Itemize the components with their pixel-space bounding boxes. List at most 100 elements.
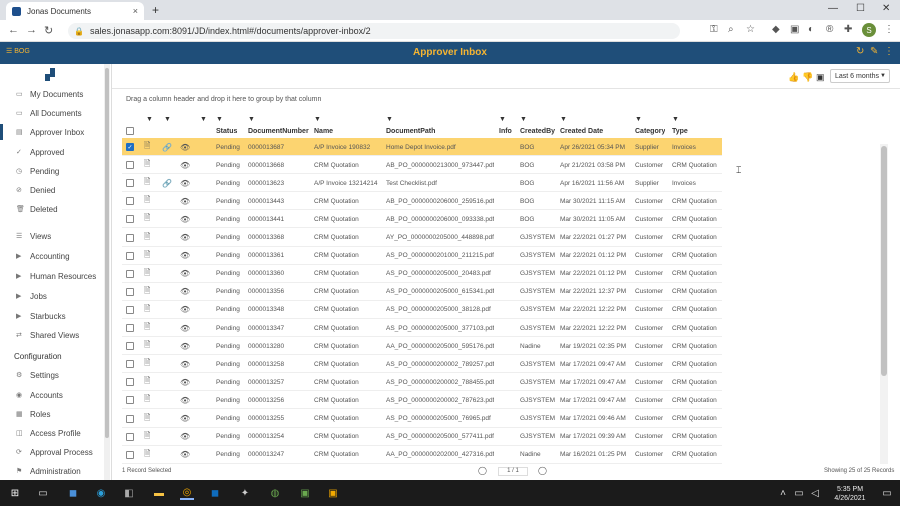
row-checkbox[interactable]: ✓: [126, 143, 134, 151]
table-row[interactable]: 🗎 👁 Pending 0000013255 CRM Quotation AS_PO_00…: [122, 410, 722, 428]
view-eye-icon[interactable]: 👁: [180, 160, 191, 170]
column-filter-icon[interactable]: ▼: [248, 115, 255, 123]
table-row[interactable]: 🗎 👁 Pending 0000013443 CRM Quotation AB_PO_00…: [122, 192, 722, 211]
row-checkbox[interactable]: [126, 355, 134, 373]
more-icon[interactable]: ⋮: [884, 46, 894, 57]
column-header-created-date[interactable]: Created Date: [560, 127, 604, 135]
table-row[interactable]: 🗎 👁 Pending 0000013247 CRM Quotation AA_PO_00…: [122, 446, 722, 464]
document-icon[interactable]: 🗎: [144, 322, 151, 331]
row-checkbox[interactable]: [126, 391, 134, 409]
pager-prev-icon[interactable]: ◯: [478, 466, 487, 475]
app-icon-5[interactable]: ▣: [300, 487, 310, 499]
column-header-documentpath[interactable]: DocumentPath: [386, 127, 436, 135]
notifications-icon[interactable]: ▭: [882, 487, 892, 499]
table-row[interactable]: 🗎 👁 Pending 0000013348 CRM Quotation AS_PO_00…: [122, 301, 722, 319]
sidebar-item-pending[interactable]: ◷ Pending: [0, 163, 104, 179]
pager-page-field[interactable]: 1 / 1: [498, 467, 528, 476]
document-icon[interactable]: 🗎: [144, 249, 151, 259]
view-eye-icon[interactable]: 👁: [180, 414, 191, 423]
chrome-active-icon[interactable]: ◎: [180, 486, 194, 500]
view-eye-icon[interactable]: 👁: [180, 142, 191, 152]
document-icon[interactable]: 🗎: [144, 159, 151, 169]
table-row[interactable]: 🗎 👁 Pending 0000013258 CRM Quotation AS_PO_00…: [122, 355, 722, 374]
extensions-puzzle-icon[interactable]: ✚: [844, 24, 853, 35]
app-icon-2[interactable]: ◧: [124, 487, 134, 499]
sidebar-item-all-documents[interactable]: ▭ All Documents: [0, 105, 104, 121]
tab-close-button[interactable]: ×: [132, 6, 138, 16]
row-checkbox[interactable]: [126, 283, 134, 301]
extension-k-icon[interactable]: ▣: [790, 24, 800, 35]
view-eye-icon[interactable]: 👁: [180, 323, 191, 333]
column-filter-icon[interactable]: ▼: [200, 115, 207, 123]
maximize-icon[interactable]: ☐: [856, 3, 865, 14]
column-filter-icon[interactable]: ▼: [672, 115, 679, 123]
view-eye-icon[interactable]: 👁: [180, 432, 191, 442]
browser-menu-icon[interactable]: ⋮: [884, 24, 894, 35]
document-icon[interactable]: 🗎: [144, 340, 151, 350]
app-icon-4[interactable]: ◍: [270, 487, 280, 499]
view-eye-icon[interactable]: 👁: [180, 377, 191, 387]
sidebar-item-access-profile[interactable]: ◫ Access Profile: [0, 425, 104, 441]
thumbs-down-icon[interactable]: 👎: [802, 72, 814, 82]
image-view-icon[interactable]: ▣: [816, 72, 825, 82]
row-checkbox[interactable]: [126, 319, 134, 337]
sidebar-item-accounts[interactable]: ◉ Accounts: [0, 387, 104, 403]
view-eye-icon[interactable]: 👁: [180, 233, 191, 242]
row-checkbox[interactable]: [126, 301, 134, 319]
column-filter-icon[interactable]: ▼: [499, 115, 506, 123]
row-checkbox[interactable]: [126, 446, 134, 464]
sidebar-item-approval-process[interactable]: ⟳ Approval Process: [0, 444, 104, 460]
view-eye-icon[interactable]: 👁: [180, 395, 191, 405]
table-row[interactable]: ✓ 🗎 🔗 👁 Pending 0000013687 A/P Invoice 190832 H…: [122, 138, 722, 156]
new-tab-button[interactable]: +: [152, 3, 160, 17]
group-by-drop-zone[interactable]: Drag a column header and drop it here to…: [112, 88, 900, 110]
table-row[interactable]: 🗎 👁 Pending 0000013254 CRM Quotation AS_PO_00…: [122, 428, 722, 446]
document-icon[interactable]: 🗎: [144, 376, 151, 386]
row-checkbox[interactable]: [126, 229, 134, 247]
pager-next-icon[interactable]: ◯: [538, 466, 547, 475]
key-icon[interactable]: ⚿: [710, 24, 718, 35]
row-checkbox[interactable]: [126, 247, 134, 265]
link-icon[interactable]: 🔗: [162, 178, 172, 188]
sidebar-item-approved[interactable]: ✓ Approved: [0, 144, 104, 160]
document-icon[interactable]: 🗎: [144, 448, 151, 458]
edge-icon[interactable]: ◉: [96, 487, 106, 499]
view-eye-icon[interactable]: 👁: [180, 251, 191, 261]
sidebar-item-starbucks[interactable]: ▶ Starbucks: [0, 308, 104, 324]
row-checkbox[interactable]: [126, 174, 134, 192]
document-icon[interactable]: 🗎: [144, 358, 151, 368]
hamburger-brand-menu[interactable]: ☰ BOG: [6, 48, 30, 55]
row-checkbox[interactable]: [126, 373, 134, 391]
table-row[interactable]: 🗎 👁 Pending 0000013360 CRM Quotation AS_PO_00…: [122, 265, 722, 283]
table-row[interactable]: 🗎 👁 Pending 0000013361 CRM Quotation AS_PO_00…: [122, 247, 722, 265]
window-close-icon[interactable]: ✕: [882, 3, 891, 14]
edit-icon[interactable]: ✎: [870, 46, 879, 57]
star-icon[interactable]: ☆: [746, 24, 755, 35]
row-checkbox[interactable]: [126, 265, 134, 283]
table-row[interactable]: 🗎 👁 Pending 0000013441 CRM Quotation AB_PO_00…: [122, 210, 722, 229]
view-eye-icon[interactable]: 👁: [180, 341, 191, 351]
view-eye-icon[interactable]: 👁: [180, 305, 191, 315]
column-filter-icon[interactable]: ▼: [164, 115, 171, 123]
grid-scrollbar[interactable]: [880, 144, 888, 464]
sidebar-item-human-resources[interactable]: ▶ Human Resources: [0, 268, 104, 284]
document-icon[interactable]: 🗎: [144, 430, 151, 440]
view-eye-icon[interactable]: 👁: [180, 214, 191, 224]
sidebar-item-jobs[interactable]: ▶ Jobs: [0, 288, 104, 304]
row-checkbox[interactable]: [126, 410, 134, 428]
sidebar-item-denied[interactable]: ⊘ Denied: [0, 182, 104, 198]
task-view-icon[interactable]: ▭: [38, 487, 48, 499]
table-row[interactable]: 🗎 👁 Pending 0000013280 CRM Quotation AA_PO_00…: [122, 337, 722, 356]
sidebar-item-roles[interactable]: ▦ Roles: [0, 406, 104, 422]
column-filter-icon[interactable]: ▼: [560, 115, 567, 123]
profile-avatar[interactable]: S: [862, 23, 876, 37]
extension-shield-icon[interactable]: ◆: [772, 24, 780, 35]
reload-icon[interactable]: ↻: [44, 25, 54, 37]
windows-start-icon[interactable]: ⊞: [10, 487, 20, 499]
browser-tab[interactable]: Jonas Documents ×: [6, 2, 144, 20]
sidebar-item-shared-views[interactable]: ⇄ Shared Views: [0, 327, 104, 343]
back-icon[interactable]: ←: [8, 24, 19, 36]
row-checkbox[interactable]: [126, 192, 134, 210]
view-eye-icon[interactable]: 👁: [180, 359, 191, 369]
thumbs-up-icon[interactable]: 👍: [788, 72, 800, 82]
